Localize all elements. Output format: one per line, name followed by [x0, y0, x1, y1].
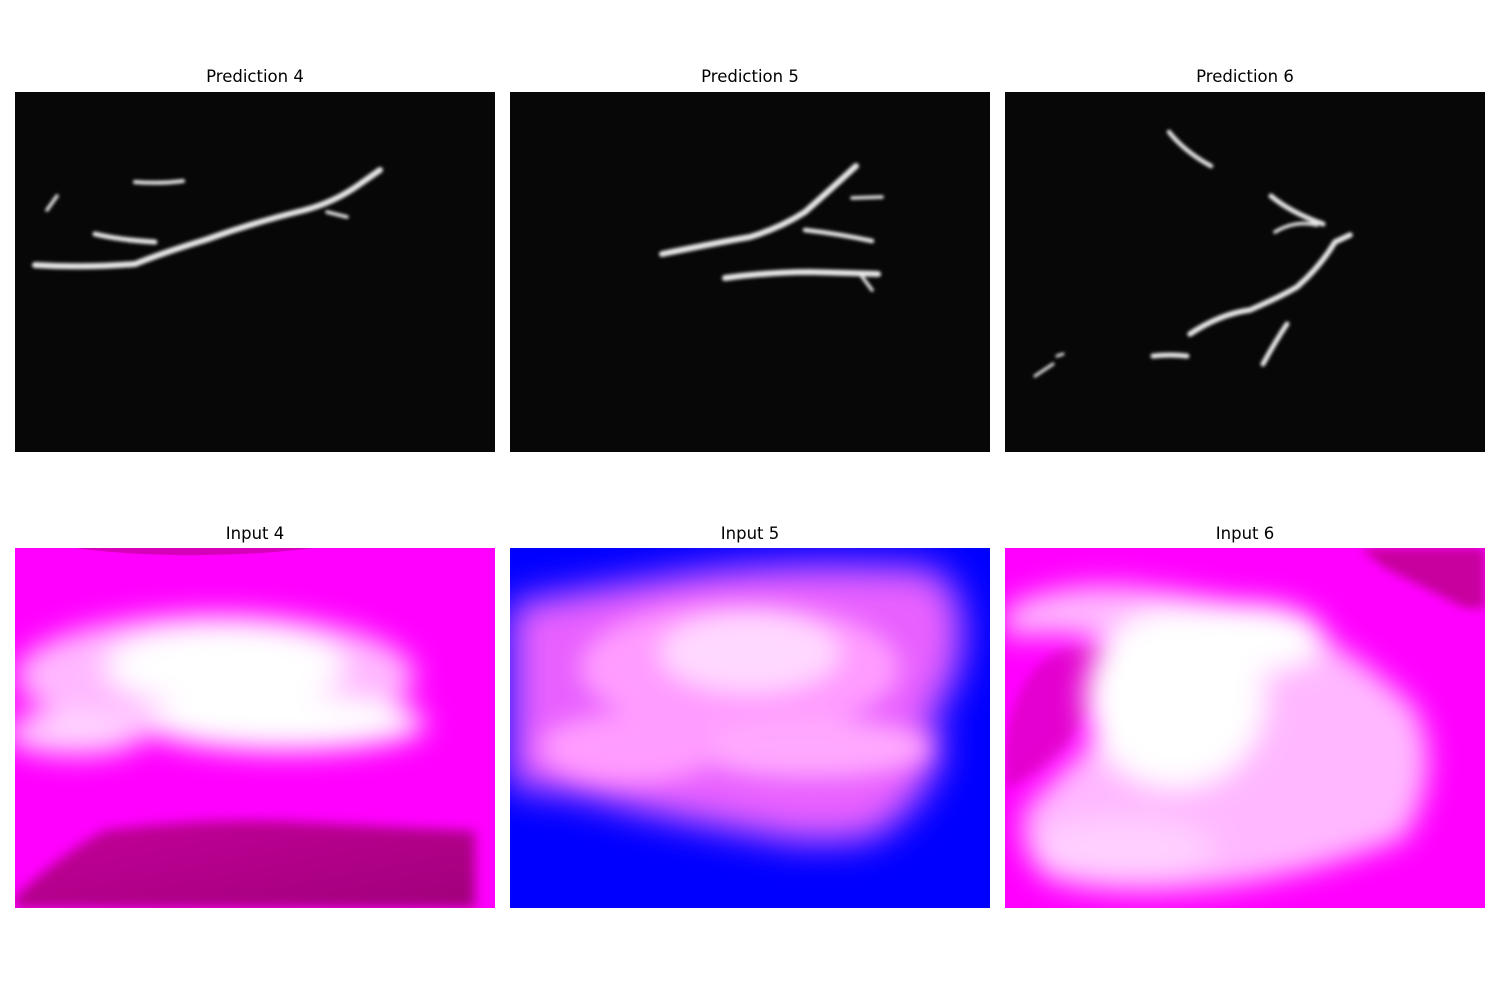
prediction-6-image [1005, 92, 1485, 452]
input-4-image [15, 548, 495, 908]
input-4-title: Input 4 [225, 524, 285, 543]
input-6-title: Input 6 [1215, 524, 1275, 543]
prediction-5-image [510, 92, 990, 452]
prediction-6-title: Prediction 6 [1196, 67, 1294, 86]
prediction-4-image [15, 92, 495, 452]
input-5-image [510, 548, 990, 908]
prediction-4-title: Prediction 4 [206, 67, 304, 86]
input-6-image [1005, 548, 1485, 908]
prediction-5-title: Prediction 5 [701, 67, 799, 86]
input-5-title: Input 5 [720, 524, 780, 543]
